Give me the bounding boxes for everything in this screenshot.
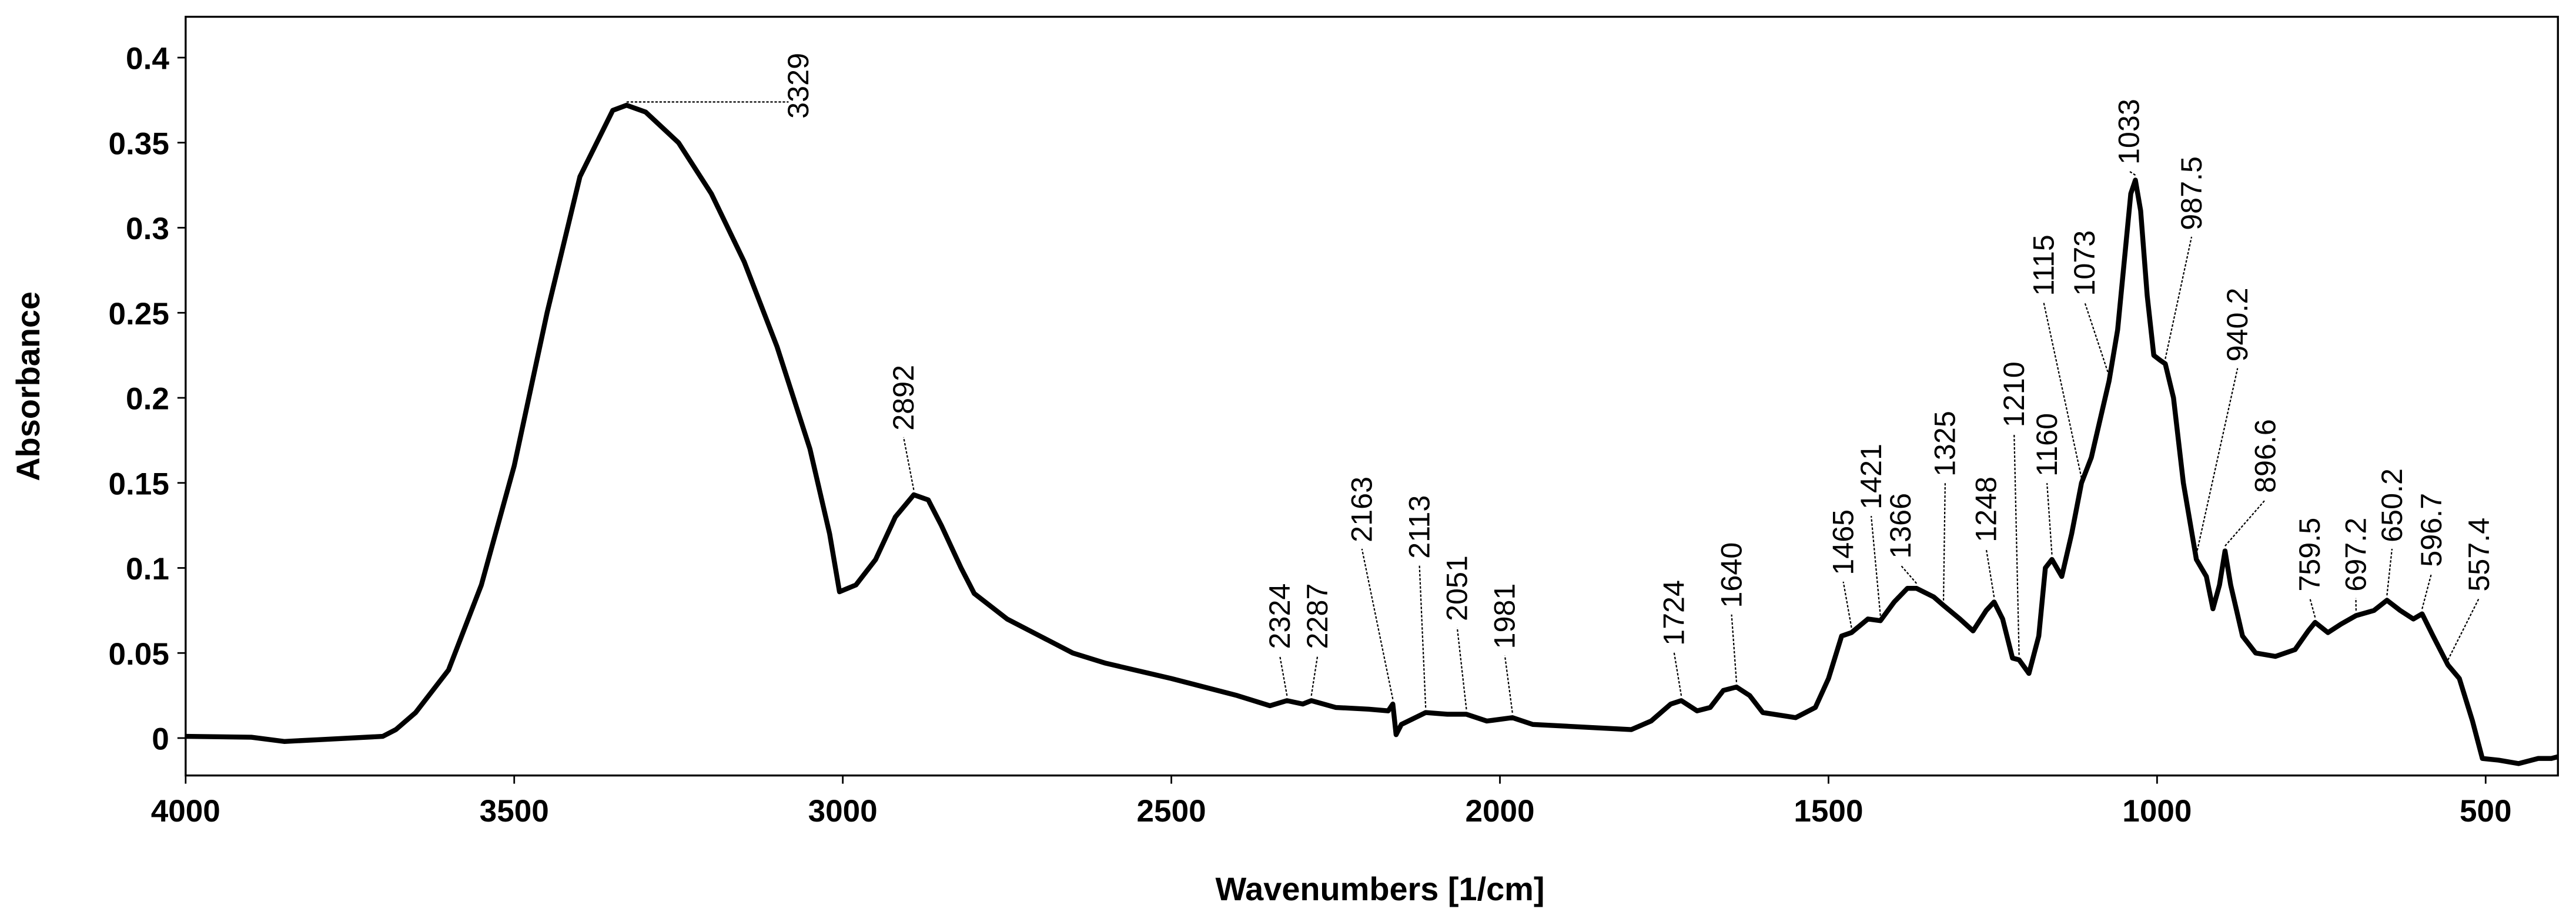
peak-leader [1731, 614, 1738, 682]
peak-leader [1456, 628, 1467, 710]
y-tick-label: 0.4 [126, 42, 169, 76]
y-axis-title: Absorbance [9, 291, 46, 481]
peak-leader [1419, 565, 1427, 708]
peak-label: 759.5 [2293, 518, 2326, 592]
peak-label: 1724 [1657, 580, 1691, 646]
peak-label: 1366 [1884, 493, 1917, 559]
peak-label: 1073 [2068, 230, 2101, 296]
peak-label: 650.2 [2375, 468, 2408, 542]
peak-leader [902, 437, 915, 490]
y-tick-label: 0.05 [109, 637, 169, 672]
peak-label: 1981 [1488, 584, 1521, 649]
peak-label: 1115 [2026, 234, 2060, 296]
peak-label: 596.7 [2414, 493, 2448, 567]
peak-label: 1325 [1928, 411, 1962, 477]
peak-label: 2051 [1440, 555, 1474, 621]
peak-label: 1421 [1854, 444, 1888, 509]
peak-leader [2164, 236, 2193, 359]
peak-leader [1870, 516, 1881, 616]
x-tick-label: 3000 [808, 794, 878, 829]
peak-label: 2163 [1345, 477, 1379, 542]
peak-leader [1842, 581, 1852, 628]
peak-leader [1673, 652, 1682, 696]
peak-leader [1310, 655, 1319, 696]
y-tick-label: 0.35 [109, 126, 169, 161]
peak-leader [1361, 548, 1394, 699]
peak-label: 1160 [2030, 413, 2063, 477]
x-tick-label: 3500 [480, 794, 549, 829]
peak-label: 1465 [1826, 509, 1859, 575]
peak-label: 2113 [1402, 495, 1436, 559]
x-tick-label: 500 [2460, 794, 2512, 829]
peak-label: 2892 [886, 365, 920, 431]
x-tick-label: 1000 [2122, 794, 2192, 829]
peak-label: 1248 [1969, 477, 2002, 542]
peak-label: 940.2 [2220, 288, 2254, 362]
peak-leader [2196, 368, 2239, 555]
peak-leader [2309, 598, 2316, 618]
y-tick-label: 0 [152, 722, 169, 757]
peak-label: 3329 [781, 53, 815, 119]
x-axis-title: Wavenumbers [1/cm] [1216, 870, 1545, 907]
peak-leader [2386, 548, 2393, 596]
y-tick-label: 0.1 [126, 552, 169, 586]
y-tick-label: 0.3 [126, 212, 169, 246]
peak-leader [1942, 483, 1946, 601]
peak-label: 1210 [1997, 361, 2030, 427]
peak-label: 697.2 [2339, 518, 2372, 592]
peak-leader [2084, 302, 2110, 377]
peak-label: 2287 [1300, 584, 1334, 649]
spectrum-line [185, 102, 2559, 766]
peak-leader [1504, 655, 1513, 713]
x-tick-label: 2000 [1465, 794, 1534, 829]
peak-leader [2224, 499, 2266, 547]
y-tick-label: 0.25 [109, 297, 169, 331]
peak-label: 896.6 [2249, 419, 2282, 493]
peak-leader [2129, 170, 2136, 176]
peak-label: 1033 [2112, 99, 2146, 165]
peak-leader [2447, 598, 2480, 661]
x-tick-label: 2500 [1137, 794, 1206, 829]
plot-frame [185, 15, 2559, 777]
peak-leader [2421, 573, 2433, 609]
peak-label: 2324 [1263, 584, 1296, 649]
y-tick-label: 0.2 [126, 382, 169, 417]
peak-label: 1640 [1714, 542, 1748, 608]
peak-leader [2046, 483, 2053, 555]
peak-label: 987.5 [2174, 156, 2208, 230]
y-tick-label: 0.15 [109, 467, 169, 501]
peak-leader [1279, 655, 1288, 696]
x-tick-label: 1500 [1794, 794, 1863, 829]
peak-leader [2043, 302, 2082, 478]
peak-label: 557.4 [2462, 518, 2495, 592]
x-tick-label: 4000 [151, 794, 220, 829]
